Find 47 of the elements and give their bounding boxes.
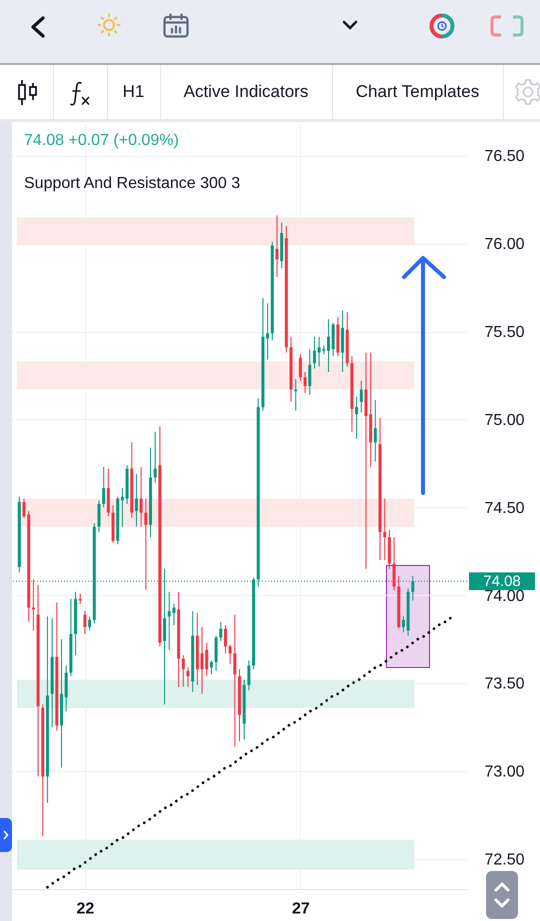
candlestick <box>219 621 222 642</box>
y-tick-label: 74.00 <box>484 588 525 605</box>
y-tick-label: 73.00 <box>484 764 525 781</box>
text: Support And Resistance 300 3 <box>24 174 240 194</box>
y-tick-label: 76.50 <box>484 148 525 166</box>
candlestick <box>355 396 358 440</box>
text: Chart Templates <box>354 81 480 103</box>
candlestick <box>383 498 386 561</box>
candlestick <box>144 498 148 591</box>
candlestick <box>294 378 298 412</box>
candlestick <box>102 466 106 508</box>
chart-title: 74.08 +0.07 (+0.09%) <box>24 131 179 151</box>
candlestick <box>154 431 157 484</box>
text: H1 <box>122 81 146 103</box>
candlestick <box>247 660 250 691</box>
candlestick <box>275 214 278 278</box>
candlestick <box>134 473 138 528</box>
candlestick <box>308 348 312 396</box>
y-tick-label: 72.50 <box>484 852 525 869</box>
candlestick <box>140 466 143 528</box>
y-tick-label: 76.00 <box>484 236 525 254</box>
candlestick <box>304 371 307 394</box>
y-tick-label: 73.50 <box>484 676 525 693</box>
ref-line-label: 74.08 <box>483 573 521 590</box>
line-series <box>46 616 452 889</box>
candlestick <box>224 624 227 654</box>
candlestick <box>186 666 190 688</box>
candlestick <box>392 536 396 591</box>
x-tick-label: 22 <box>76 900 94 918</box>
candlestick <box>88 616 92 631</box>
candlestick <box>182 654 185 688</box>
candlestick <box>228 644 232 664</box>
candlestick <box>83 610 86 634</box>
x-tick-label: 27 <box>292 900 310 918</box>
y-tick-label: 75.50 <box>484 324 525 342</box>
candlestick <box>360 380 363 413</box>
y-tick-label: 75.00 <box>484 412 525 429</box>
y-tick-label: 74.50 <box>484 500 525 517</box>
candlestick <box>32 578 35 631</box>
candlestick <box>97 500 100 532</box>
candlestick <box>374 400 377 462</box>
candlestick <box>210 660 213 675</box>
candlestick <box>298 354 302 382</box>
candlestick <box>233 614 236 748</box>
text: Active Indicators <box>182 81 310 103</box>
candlestick <box>172 604 176 626</box>
candlestick <box>168 591 171 650</box>
